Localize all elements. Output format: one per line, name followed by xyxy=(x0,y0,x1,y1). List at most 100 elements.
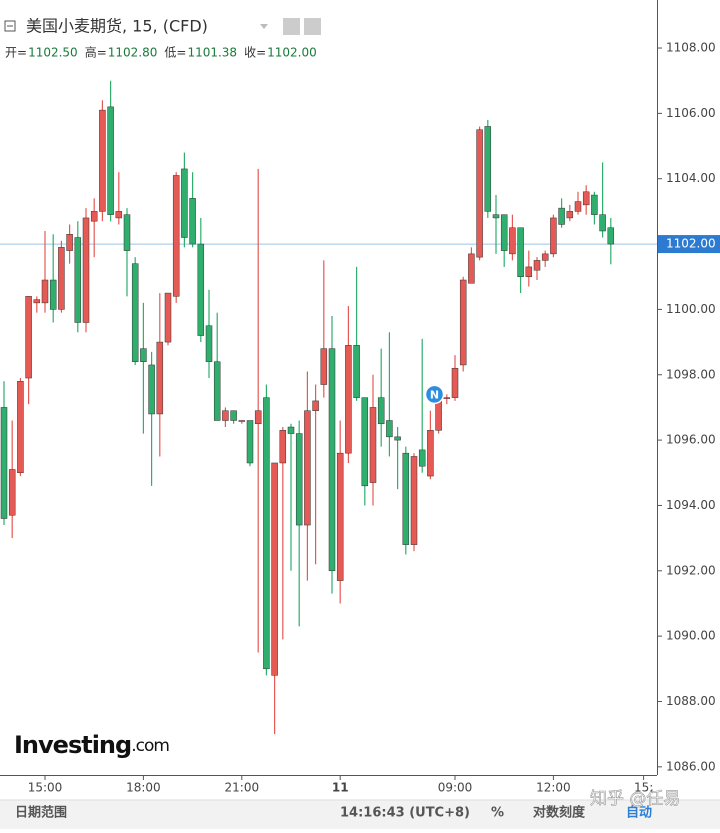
x-tick-label: 18:00 xyxy=(126,781,161,795)
last-price-box xyxy=(658,235,720,254)
candle-body xyxy=(230,410,237,421)
candle-body xyxy=(574,201,582,212)
candle-body xyxy=(361,397,369,487)
ohlc-label: 开= xyxy=(5,46,27,60)
toolbar xyxy=(0,800,720,829)
ohlc-header: 开= 1102.50 高= 1102.80 低= 1101.38 收= 1102.00 xyxy=(5,45,317,60)
candle-body xyxy=(115,211,123,219)
candle-body xyxy=(541,253,549,261)
candle-body xyxy=(427,430,434,477)
candle-body xyxy=(591,194,598,215)
candle-body xyxy=(8,469,16,516)
y-tick-label: 1094.00 xyxy=(666,498,716,512)
ohlc-value: 1102.50 xyxy=(28,46,78,60)
x-tick-label: 12:00 xyxy=(536,781,571,795)
candle-body xyxy=(254,410,262,425)
eye-button[interactable] xyxy=(283,18,300,35)
candle-body xyxy=(550,217,557,255)
x-tick-label: 15:00 xyxy=(28,781,63,795)
candle-body xyxy=(82,217,90,323)
candle-body xyxy=(107,106,114,215)
candle-body xyxy=(582,191,590,206)
title-dropdown[interactable] xyxy=(260,24,268,29)
y-tick-label: 1106.00 xyxy=(666,106,716,120)
ohlc-label: 低= xyxy=(164,46,186,60)
candle-body xyxy=(353,345,360,398)
candle-body xyxy=(418,449,426,467)
candle-body xyxy=(517,227,524,277)
candle-body xyxy=(271,462,278,676)
candle-body xyxy=(377,397,385,425)
ohlc-label: 收= xyxy=(244,46,266,60)
candle-body xyxy=(41,279,49,304)
ohlc-value: 1102.00 xyxy=(267,46,317,60)
candle-body xyxy=(476,129,483,258)
candle-body xyxy=(99,109,106,212)
y-tick-label: 1098.00 xyxy=(666,367,716,381)
candle-body xyxy=(17,381,24,474)
candle-body xyxy=(492,214,500,219)
x-tick-label: 11 xyxy=(332,781,349,795)
auto-button[interactable]: 自动 xyxy=(626,805,652,821)
candle-body xyxy=(58,247,65,310)
candle-body xyxy=(49,279,57,310)
ohlc-label: 高= xyxy=(85,45,107,60)
candle-body xyxy=(459,279,467,366)
candle-body xyxy=(328,348,336,572)
candle-body xyxy=(25,296,32,379)
candle-body xyxy=(189,198,196,245)
logo-main: Investing xyxy=(14,731,131,759)
y-tick-label: 1086.00 xyxy=(666,759,716,773)
candle-body xyxy=(131,263,139,362)
candle-body xyxy=(90,211,98,222)
candle-body xyxy=(263,397,270,670)
candle-body xyxy=(312,400,319,411)
candle-body xyxy=(566,211,574,219)
y-tick-label: 1096.00 xyxy=(666,433,716,447)
candle-body xyxy=(222,410,229,421)
candle-body xyxy=(205,325,213,362)
percent-button[interactable]: % xyxy=(491,806,504,821)
x-tick-label: 15: xyxy=(634,781,653,795)
candle-body xyxy=(246,420,254,464)
candle-body xyxy=(525,266,533,277)
candle-body xyxy=(451,367,459,398)
y-tick-label: 1088.00 xyxy=(666,694,716,708)
x-tick-label: 09:00 xyxy=(438,781,473,795)
candle-body xyxy=(33,299,41,304)
candle-body xyxy=(287,426,295,434)
watermark: 知乎 @任易 xyxy=(590,789,680,809)
log-button[interactable]: 对数刻度 xyxy=(533,805,586,821)
candle-body xyxy=(123,214,131,251)
date-range-button[interactable]: 日期范围 xyxy=(15,805,67,821)
collapse-icon[interactable] xyxy=(4,20,16,32)
y-tick-label: 1090.00 xyxy=(666,629,716,643)
candle-body xyxy=(172,175,180,297)
event-marker-label: N xyxy=(430,388,439,401)
y-tick-label: 1092.00 xyxy=(666,563,716,577)
last-price-label: 1102.00 xyxy=(666,237,716,251)
candle-body xyxy=(386,420,393,438)
candle-body xyxy=(394,436,401,441)
settings-button[interactable] xyxy=(304,18,321,35)
event-marker xyxy=(424,384,445,405)
y-tick-label: 1100.00 xyxy=(666,302,716,316)
candle-body xyxy=(66,234,73,251)
candle-body xyxy=(402,452,410,545)
candle-body xyxy=(181,168,188,238)
candle-body xyxy=(279,430,287,464)
candle-body xyxy=(468,253,475,284)
candle-body xyxy=(509,227,516,255)
candle-body xyxy=(213,361,221,421)
logo-suffix: .com xyxy=(131,736,169,756)
candle-body xyxy=(197,243,205,336)
candle-body xyxy=(0,407,8,519)
candle-body xyxy=(74,237,82,323)
candle-body xyxy=(156,341,164,415)
ohlc-value: 1101.38 xyxy=(187,46,237,60)
candle-body xyxy=(558,207,565,225)
y-tick-label: 1108.00 xyxy=(666,41,716,55)
candle-body xyxy=(140,348,147,362)
